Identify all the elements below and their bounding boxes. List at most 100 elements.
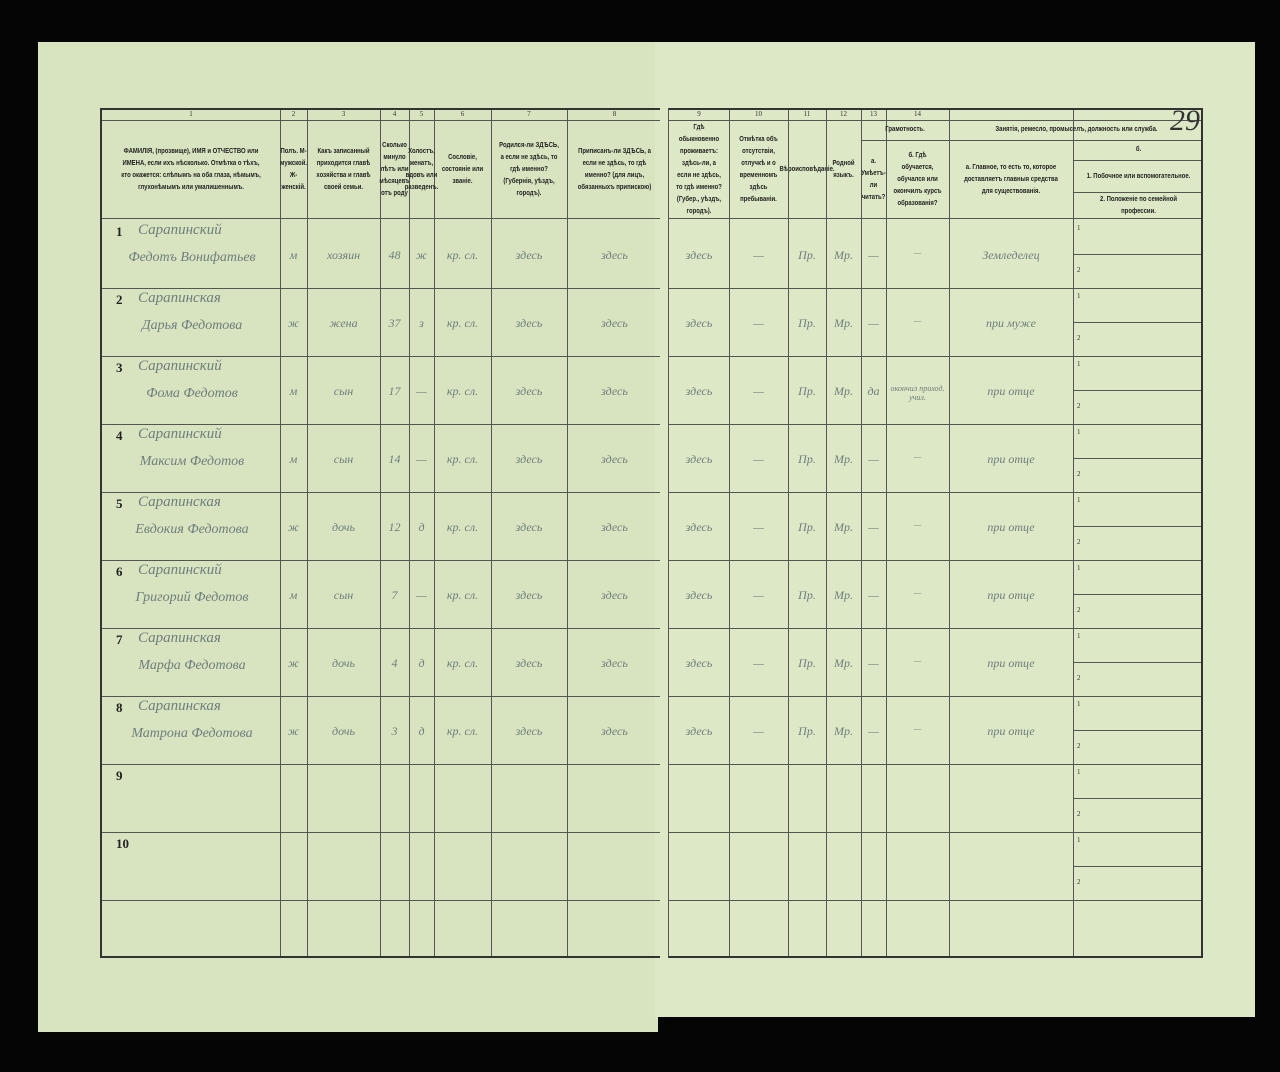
column-number: 13	[870, 110, 877, 118]
cell-mar: д	[418, 724, 425, 738]
cell-lang: Мр.	[834, 248, 853, 262]
row-divider	[102, 764, 660, 765]
cell-lit: —	[868, 520, 879, 534]
column-header: Какъ записанный приходится главѣ хозяйст…	[316, 148, 371, 191]
cell-edu: окончил приход. учил.	[890, 384, 945, 402]
sub-divider	[1073, 594, 1201, 595]
row-divider	[669, 696, 1201, 697]
cell-lit: да	[867, 384, 880, 398]
cell-age: 4	[391, 656, 398, 670]
cell-reg: здесь	[601, 384, 628, 398]
cell-born: здесь	[515, 452, 543, 466]
column-header: Отмѣтка объ отсутствіи, отлучкѣ и о врем…	[739, 136, 778, 203]
cell-reg: здесь	[601, 520, 628, 534]
column-number: 10	[755, 110, 762, 118]
cell-age: 12	[388, 520, 401, 534]
given-name: Марфа Федотова	[138, 658, 246, 673]
row-divider	[102, 900, 660, 901]
cell-occ: при отце	[987, 520, 1035, 534]
cell-born: здесь	[515, 384, 543, 398]
row-number: 8	[116, 700, 123, 715]
surname: Сарапинская	[138, 630, 221, 646]
cell-rel: жена	[329, 316, 358, 330]
surname: Сарапинская	[138, 290, 221, 306]
cell-rel2: Пр.	[798, 588, 816, 602]
undefined	[729, 110, 730, 956]
cell-born: здесь	[515, 724, 543, 738]
column-header: ФАМИЛІЯ, (прозвище), ИМЯ и ОТЧЕСТВО или …	[121, 148, 261, 191]
sub-divider	[1073, 526, 1201, 527]
cell-live: здесь	[685, 248, 713, 262]
cell-born: здесь	[515, 248, 543, 262]
cell-est: кр. сл.	[446, 588, 479, 602]
column-header-occupation: Занятія, ремесло, промыселъ, должность и…	[995, 126, 1158, 133]
row-divider	[669, 900, 1201, 901]
row-divider	[669, 832, 1201, 833]
sub-label-2: 2	[1077, 402, 1081, 410]
sub-divider	[1073, 254, 1201, 255]
cell-rel: сын	[333, 452, 354, 466]
cell-mar: —	[416, 452, 427, 466]
given-name: Евдокия Федотова	[135, 522, 249, 537]
cell-abs: —	[753, 316, 764, 330]
sub-label-1: 1	[1077, 700, 1081, 708]
column-divider	[380, 110, 381, 956]
cell-abs: —	[753, 452, 764, 466]
column-divider	[307, 110, 308, 956]
row-divider	[669, 492, 1201, 493]
census-table-left: 1 ФАМИЛІЯ, (прозвище), ИМЯ и ОТЧЕСТВО или…	[100, 108, 660, 958]
cell-age: 37	[388, 316, 401, 330]
cell-est: кр. сл.	[446, 248, 479, 262]
column-header: Сословіе, состояніе или званіе.	[441, 154, 484, 185]
cell-est: кр. сл.	[446, 316, 479, 330]
cell-edu: —	[913, 656, 922, 665]
column-divider	[886, 110, 887, 956]
sub-divider	[1073, 798, 1201, 799]
cell-rel: хозяин	[326, 248, 361, 262]
given-name: Фома Федотов	[146, 386, 238, 401]
sub-label-1: 1	[1077, 632, 1081, 640]
cell-live: здесь	[685, 724, 713, 738]
cell-born: здесь	[515, 520, 543, 534]
row-number: 5	[116, 496, 123, 511]
cell-lang: Мр.	[834, 452, 853, 466]
row-divider	[102, 288, 660, 289]
sub-label-1: 1	[1077, 768, 1081, 776]
sub-label-2: 2	[1077, 878, 1081, 886]
occupation-a: а. Главное, то есть то, которое доставля…	[964, 164, 1058, 195]
surname: Сарапинская	[138, 698, 221, 714]
column-divider	[434, 110, 435, 956]
cell-est: кр. сл.	[446, 384, 479, 398]
row-divider	[669, 560, 1201, 561]
column-number: 5	[419, 110, 424, 118]
cell-lang: Мр.	[834, 724, 853, 738]
row-number: 3	[116, 360, 123, 375]
cell-mar: —	[416, 384, 427, 398]
sub-label-2: 2	[1077, 538, 1081, 546]
header-divider	[669, 120, 1201, 121]
undefined	[861, 110, 862, 956]
cell-rel: дочь	[332, 724, 355, 738]
cell-lang: Мр.	[834, 316, 853, 330]
cell-rel: сын	[333, 384, 354, 398]
surname: Сарапинский	[138, 562, 222, 578]
row-divider	[669, 764, 1201, 765]
surname: Сарапинский	[138, 358, 222, 374]
cell-reg: здесь	[601, 248, 628, 262]
cell-sex: ж	[287, 520, 300, 534]
cell-born: здесь	[515, 316, 543, 330]
cell-abs: —	[753, 656, 764, 670]
given-name: Григорий Федотов	[135, 590, 249, 605]
column-divider	[280, 110, 281, 956]
column-header: Приписанъ-ли ЗДѢСЬ, а если не здѣсь, то …	[577, 148, 652, 191]
column-number: 1	[189, 110, 193, 118]
row-divider	[102, 832, 660, 833]
cell-live: здесь	[685, 588, 713, 602]
literacy-b: б. Гдѣ обучается, обучался или окончилъ …	[893, 152, 942, 207]
row-number: 7	[116, 632, 123, 647]
page-number: 29	[1170, 104, 1200, 137]
cell-live: здесь	[685, 452, 713, 466]
sub-label-1: 1	[1077, 224, 1081, 232]
sub-label-2: 2	[1077, 470, 1081, 478]
right-page	[655, 42, 1255, 1017]
